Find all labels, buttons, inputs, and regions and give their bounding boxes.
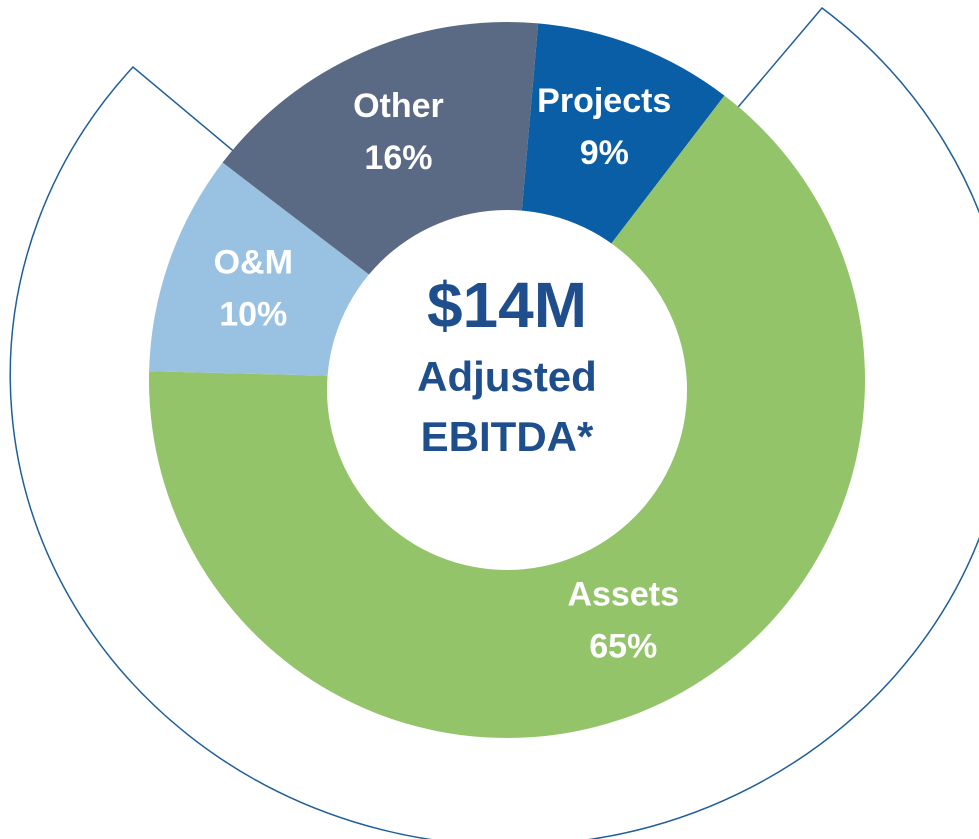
center-text: EBITDA* bbox=[421, 413, 594, 460]
center-text: $14M bbox=[427, 269, 587, 341]
slice-value: 16% bbox=[364, 139, 432, 177]
slice-value: 10% bbox=[219, 296, 287, 334]
slice-value: 65% bbox=[589, 628, 657, 666]
donut-hole bbox=[327, 210, 687, 570]
center-text: Adjusted bbox=[417, 353, 597, 400]
slice-label: Other bbox=[353, 87, 444, 125]
slice-value: 9% bbox=[580, 134, 629, 172]
slice-label: Assets bbox=[567, 576, 679, 614]
slice-label: O&M bbox=[214, 244, 293, 282]
outline bbox=[9, 6, 979, 839]
slice-label: Projects bbox=[537, 82, 671, 120]
